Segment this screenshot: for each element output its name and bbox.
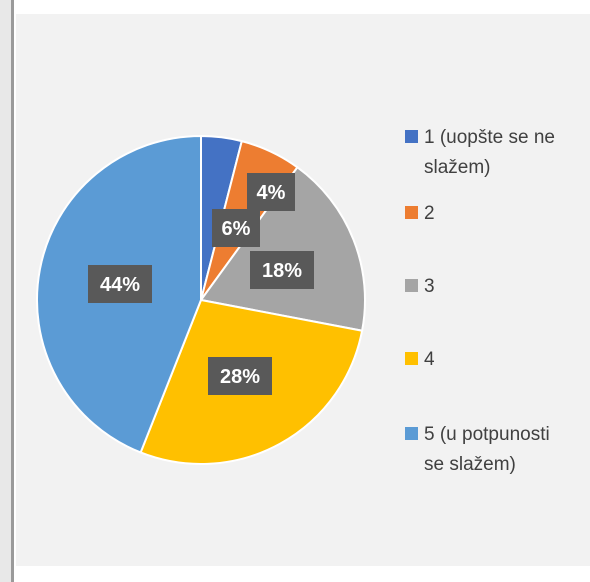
legend-swatch xyxy=(405,352,418,365)
legend-label: 1 (uopšte se ne xyxy=(424,127,555,148)
pie-data-labels: 4% 6% 18% 28% 44% xyxy=(88,173,314,395)
legend-item-1: 1 (uopšte se ne slažem) xyxy=(405,127,555,178)
pie-slices xyxy=(36,134,366,465)
data-label-box xyxy=(208,357,272,395)
pie-slice-3 xyxy=(199,165,366,332)
legend-item-3: 3 xyxy=(405,276,435,297)
legend-swatch xyxy=(405,130,418,143)
data-label-text: 4% xyxy=(257,182,286,204)
legend-swatch xyxy=(405,427,418,440)
data-label-5: 44% xyxy=(88,265,152,303)
data-label-text: 28% xyxy=(220,366,260,388)
legend-label: 3 xyxy=(424,276,435,297)
legend: 1 (uopšte se ne slažem) 2 3 4 5 (u potpunosti… xyxy=(405,127,555,475)
data-label-3: 18% xyxy=(250,251,314,289)
legend-label: 5 (u potpunosti xyxy=(424,424,550,445)
data-label-1: 4% xyxy=(247,173,295,211)
data-label-text: 6% xyxy=(222,218,251,240)
legend-item-2: 2 xyxy=(405,203,435,224)
data-label-box xyxy=(88,265,152,303)
legend-item-4: 4 xyxy=(405,349,435,370)
legend-label: 2 xyxy=(424,203,435,224)
data-label-text: 18% xyxy=(262,260,302,282)
legend-swatch xyxy=(405,206,418,219)
legend-label: 4 xyxy=(424,349,435,370)
legend-item-5: 5 (u potpunosti se slažem) xyxy=(405,424,550,475)
legend-label: se slažem) xyxy=(424,454,516,475)
legend-label: slažem) xyxy=(424,157,491,178)
left-border-line xyxy=(11,0,14,582)
legend-swatch xyxy=(405,279,418,292)
data-label-box xyxy=(212,209,260,247)
data-label-2: 6% xyxy=(212,209,260,247)
data-label-box xyxy=(247,173,295,211)
left-border xyxy=(0,0,14,582)
data-label-box xyxy=(250,251,314,289)
data-label-text: 44% xyxy=(100,274,140,296)
data-label-4: 28% xyxy=(208,357,272,395)
